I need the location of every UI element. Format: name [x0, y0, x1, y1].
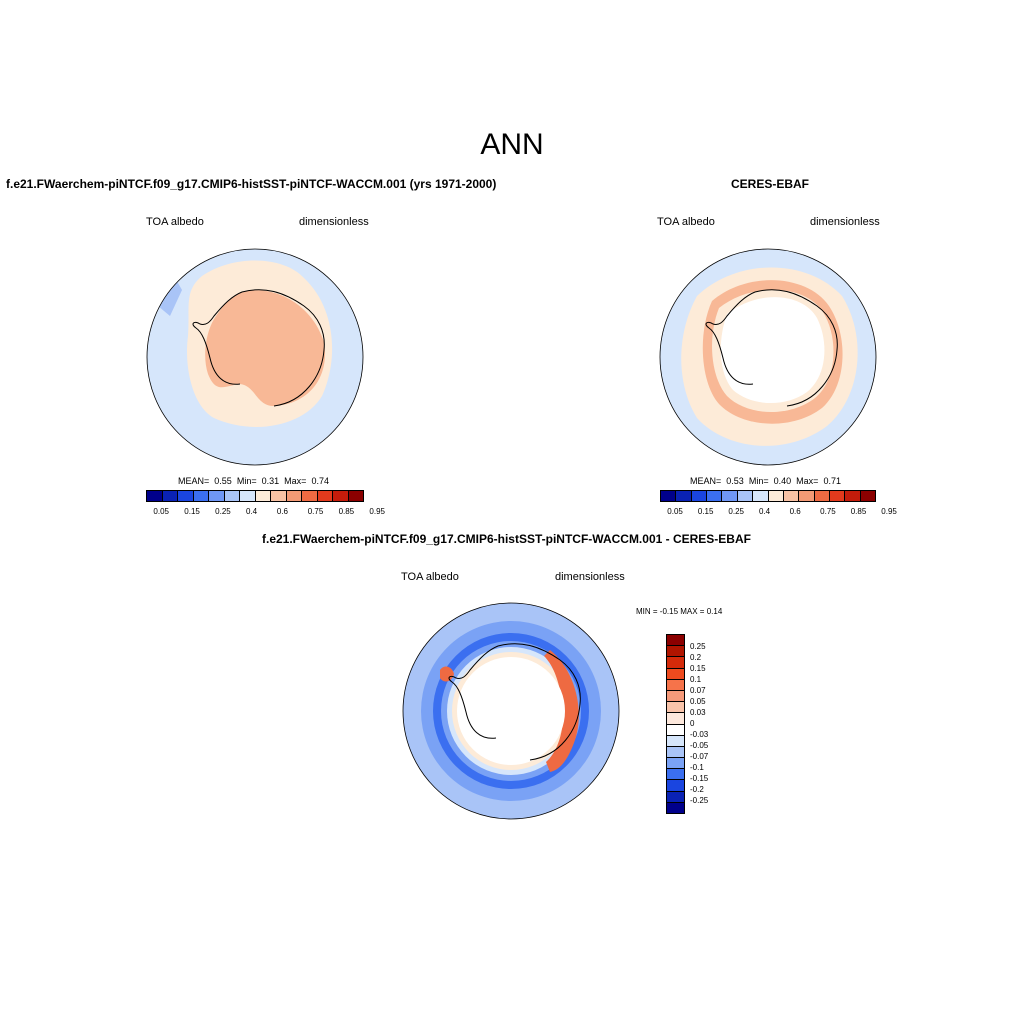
colorbar-tick-label: 0.4 [246, 507, 258, 516]
colorbar-swatch [193, 491, 209, 501]
colorbar-tick-label: 0.15 [690, 664, 706, 673]
model-panel-title: f.e21.FWaerchem-piNTCF.f09_g17.CMIP6-his… [6, 177, 497, 191]
colorbar-tick-label: 0.2 [690, 653, 702, 662]
colorbar-swatch [667, 713, 684, 725]
colorbar-swatch [814, 491, 830, 501]
colorbar-swatch [240, 491, 256, 501]
colorbar-swatch [178, 491, 194, 501]
colorbar-tick-label: 0.75 [307, 507, 324, 516]
colorbar-tick-label: 0.75 [820, 507, 836, 516]
colorbar-tick-label: 0.15 [184, 507, 200, 516]
colorbar-swatch [676, 491, 692, 501]
diff-colorbar [666, 634, 685, 814]
colorbar-swatch [768, 491, 784, 501]
colorbar-tick-label: -0.25 [690, 796, 709, 805]
colorbar-swatch [667, 702, 684, 714]
obs-variable-label: TOA albedo [657, 216, 715, 228]
main-title: ANN [480, 128, 544, 161]
colorbar-tick-label: 0 [690, 719, 695, 728]
colorbar-tick-label: -0.05 [690, 741, 709, 750]
obs-units-label: dimensionless [810, 216, 880, 228]
model-stats: MEAN= 0.55 Min= 0.31 Max= 0.74 [178, 476, 329, 486]
colorbar-swatch [317, 491, 333, 501]
colorbar-tick-label: 0.07 [690, 686, 706, 695]
colorbar-tick-label: 0.05 [667, 507, 683, 516]
colorbar-swatch [333, 491, 349, 501]
colorbar-swatch [667, 758, 684, 770]
diff-variable-label: TOA albedo [401, 571, 459, 583]
model-polar-map [146, 248, 364, 466]
colorbar-tick-label: 0.85 [338, 507, 355, 516]
colorbar-swatch [286, 491, 302, 501]
colorbar-swatch [667, 802, 684, 813]
colorbar-swatch [667, 635, 684, 647]
colorbar-swatch [348, 491, 363, 501]
colorbar-swatch [209, 491, 225, 501]
model-colorbar [146, 490, 364, 502]
colorbar-swatch [860, 491, 876, 501]
colorbar-tick-label: 0.05 [690, 697, 706, 706]
colorbar-swatch [799, 491, 815, 501]
colorbar-tick-label: 0.4 [759, 507, 771, 516]
colorbar-swatch [667, 679, 684, 691]
colorbar-tick-label: 0.25 [215, 507, 231, 516]
colorbar-swatch [691, 491, 708, 501]
colorbar-tick-label: 0.25 [728, 507, 744, 516]
colorbar-tick-label: 0.6 [789, 507, 801, 516]
colorbar-swatch [667, 724, 684, 736]
obs-stats: MEAN= 0.53 Min= 0.40 Max= 0.71 [690, 476, 841, 486]
colorbar-swatch [667, 646, 684, 658]
colorbar-swatch [845, 491, 861, 501]
colorbar-swatch [255, 491, 271, 501]
colorbar-swatch [722, 491, 738, 501]
diff-panel-title: f.e21.FWaerchem-piNTCF.f09_g17.CMIP6-his… [262, 532, 751, 546]
colorbar-swatch [667, 791, 684, 803]
colorbar-swatch [737, 491, 754, 501]
colorbar-tick-label: 0.1 [690, 675, 702, 684]
colorbar-tick-label: 0.6 [276, 507, 288, 516]
colorbar-tick-label: -0.03 [690, 730, 709, 739]
colorbar-swatch [271, 491, 287, 501]
colorbar-swatch [162, 491, 178, 501]
colorbar-tick-label: 0.03 [690, 708, 706, 717]
colorbar-swatch [667, 780, 684, 792]
model-units-label: dimensionless [299, 216, 369, 228]
colorbar-swatch [661, 491, 677, 501]
diff-minmax: MIN = -0.15 MAX = 0.14 [636, 607, 723, 616]
colorbar-swatch [147, 491, 163, 501]
colorbar-swatch [783, 491, 800, 501]
colorbar-tick-label: -0.07 [690, 752, 709, 761]
model-variable-label: TOA albedo [146, 216, 204, 228]
colorbar-swatch [753, 491, 769, 501]
colorbar-tick-label: 0.85 [850, 507, 867, 516]
colorbar-tick-label: -0.1 [690, 763, 704, 772]
diff-polar-map [402, 602, 620, 820]
colorbar-swatch [667, 735, 684, 747]
colorbar-tick-label: 0.25 [690, 642, 706, 651]
colorbar-tick-label: 0.15 [697, 507, 714, 516]
obs-panel-title: CERES-EBAF [731, 177, 810, 191]
colorbar-swatch [667, 657, 684, 669]
colorbar-swatch [667, 769, 684, 781]
colorbar-tick-label: 0.95 [369, 507, 385, 516]
colorbar-tick-label: 0.05 [153, 507, 169, 516]
colorbar-tick-label: -0.2 [690, 785, 704, 794]
colorbar-swatch [224, 491, 240, 501]
obs-polar-map [659, 248, 877, 466]
colorbar-swatch [667, 746, 684, 759]
diff-colorbar-labels: 0.25 0.2 0.15 0.1 0.07 0.05 0.03 0 -0.03 -0.05 -0.… [690, 641, 708, 806]
colorbar-swatch [667, 668, 684, 680]
colorbar-swatch [667, 690, 684, 703]
colorbar-swatch [707, 491, 723, 501]
obs-colorbar [660, 490, 876, 502]
colorbar-tick-label: -0.15 [690, 774, 709, 783]
colorbar-tick-label: 0.95 [881, 507, 897, 516]
colorbar-swatch [302, 491, 318, 501]
colorbar-swatch [829, 491, 846, 501]
diff-units-label: dimensionless [555, 571, 625, 583]
